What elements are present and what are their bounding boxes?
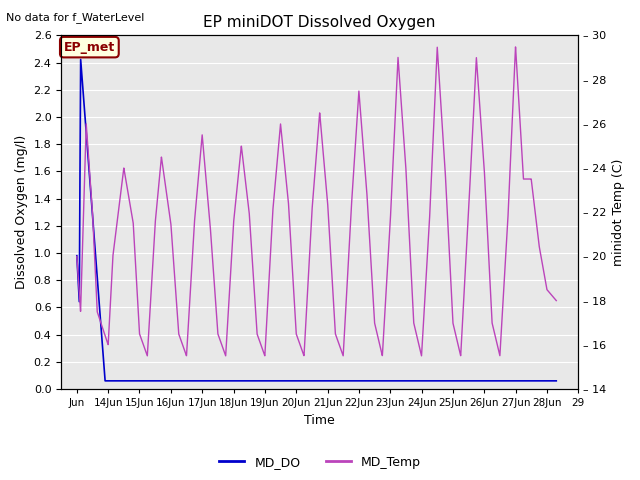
Text: EP_met: EP_met xyxy=(64,41,115,54)
Legend: MD_DO, MD_Temp: MD_DO, MD_Temp xyxy=(214,451,426,474)
Y-axis label: Dissolved Oxygen (mg/l): Dissolved Oxygen (mg/l) xyxy=(15,135,28,289)
Title: EP miniDOT Dissolved Oxygen: EP miniDOT Dissolved Oxygen xyxy=(204,15,436,30)
X-axis label: Time: Time xyxy=(304,414,335,427)
Y-axis label: minidot Temp (C): minidot Temp (C) xyxy=(612,158,625,266)
Text: No data for f_WaterLevel: No data for f_WaterLevel xyxy=(6,12,145,23)
